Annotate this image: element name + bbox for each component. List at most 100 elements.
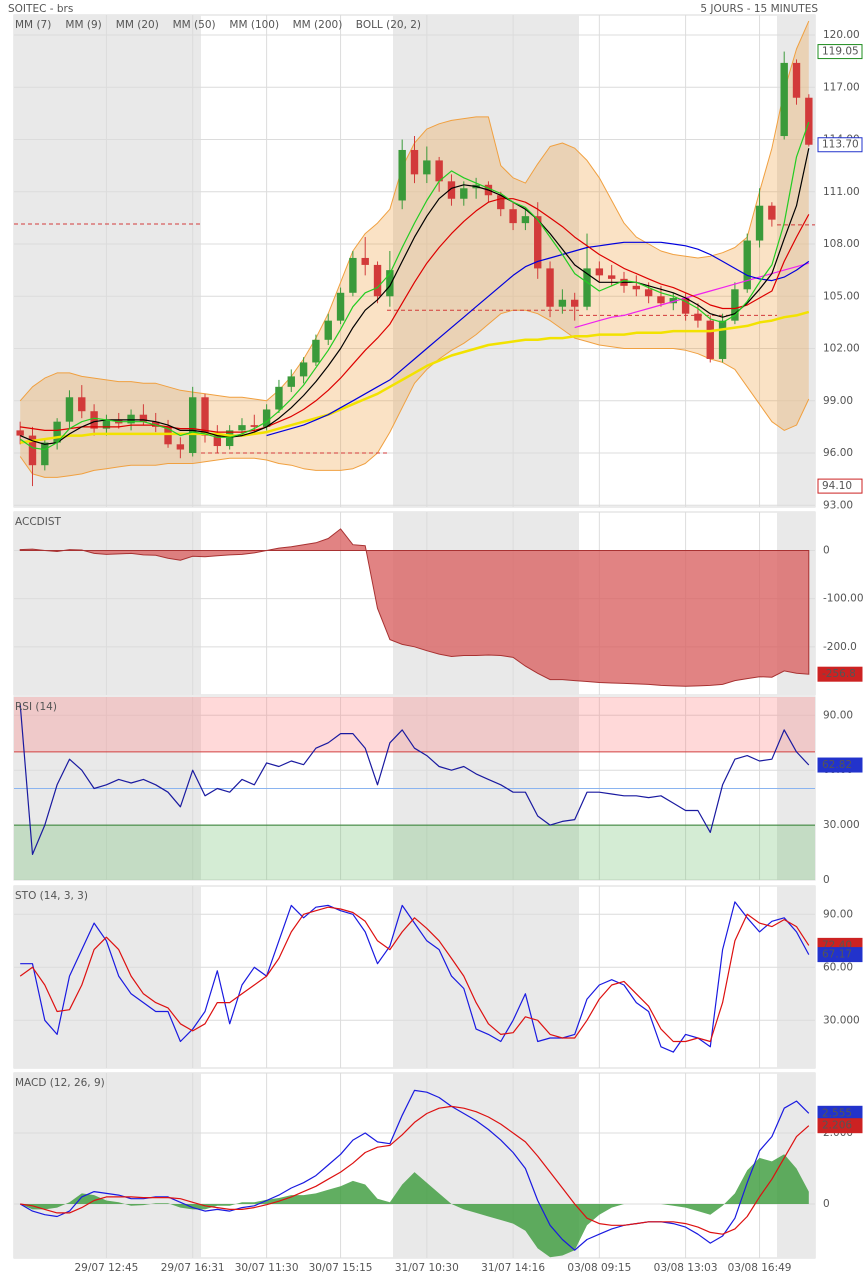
candle-body <box>78 397 86 412</box>
candle-body <box>583 268 591 307</box>
moving-average <box>266 241 810 437</box>
candle-body <box>460 188 468 199</box>
candle-body <box>805 97 813 145</box>
value-marker <box>817 137 863 153</box>
y-tick-label: 108.00 <box>823 238 860 250</box>
y-tick-label: 105.00 <box>823 290 860 302</box>
candle-body <box>731 289 739 321</box>
candle-body <box>102 419 111 429</box>
candle-body <box>287 376 295 387</box>
y-tick-label: -200.0 <box>823 641 857 653</box>
candle-body <box>275 386 283 410</box>
candle-body <box>28 435 37 466</box>
legend-entry: MM (9) <box>65 19 101 31</box>
candle-body <box>16 430 24 436</box>
moving-average <box>574 262 809 329</box>
day-shade <box>393 15 579 507</box>
y-tick-label: 102.00 <box>823 343 860 355</box>
panel-title: RSI (14) <box>15 701 57 713</box>
candle-body <box>755 205 764 241</box>
value-marker <box>817 44 863 60</box>
legend-entry: MM (7) <box>15 19 51 31</box>
candle-body <box>152 421 160 427</box>
candle-body <box>127 414 135 424</box>
day-shade <box>14 1073 201 1258</box>
y-tick-label: 30.000 <box>823 819 860 831</box>
x-tick-label: 30/07 11:30 <box>235 1262 299 1274</box>
bollinger-fill <box>20 21 809 478</box>
candle-body <box>669 298 677 304</box>
moving-average <box>20 310 810 444</box>
candle-body <box>780 62 788 137</box>
candle-body <box>65 397 74 422</box>
y-tick-label: 96.00 <box>823 447 853 459</box>
candle-body <box>201 397 209 436</box>
value-marker-label: 2.555 <box>822 1107 852 1119</box>
y-tick-label: 0 <box>823 545 830 557</box>
candle-body <box>53 421 61 443</box>
candle-body <box>398 149 406 201</box>
x-tick-label: 31/07 10:30 <box>395 1262 459 1274</box>
legend-entry: MM (50) <box>173 19 216 31</box>
macd-line <box>20 1105 810 1235</box>
y-tick-label: 90.00 <box>823 709 853 721</box>
candle-body <box>743 240 751 290</box>
candle-body <box>447 181 456 199</box>
indicator-line <box>19 704 810 855</box>
moving-average <box>19 121 810 451</box>
candle-body <box>546 268 554 307</box>
value-marker-label: 67.17 <box>822 949 852 961</box>
legend-entry: MM (100) <box>229 19 279 31</box>
x-tick-label: 03/08 09:15 <box>567 1262 631 1274</box>
value-marker <box>817 666 863 682</box>
candle-body <box>509 209 517 224</box>
day-shade <box>14 886 201 1068</box>
value-marker-label: 62.82 <box>822 759 852 771</box>
candle-body <box>213 435 222 447</box>
candle-body <box>176 444 185 450</box>
y-tick-label: 120.00 <box>823 29 860 41</box>
y-tick-label: 60.00 <box>823 961 853 973</box>
candle-body <box>497 195 505 210</box>
value-marker-label: 119.05 <box>822 46 859 58</box>
x-tick-label: 03/08 13:03 <box>654 1262 718 1274</box>
candle-body <box>299 362 308 377</box>
y-tick-label: 111.00 <box>823 186 860 198</box>
y-tick-label: 117.00 <box>823 81 860 93</box>
day-shade <box>777 886 815 1068</box>
y-tick-label: 90.00 <box>823 908 853 920</box>
candle-body <box>595 268 604 276</box>
candle-body <box>336 292 345 321</box>
candle-body <box>238 425 246 431</box>
chart-title: SOITEC - brs <box>8 3 73 15</box>
candle-body <box>718 320 727 359</box>
candle-body <box>768 205 776 220</box>
candle-body <box>657 296 665 304</box>
day-shade <box>393 886 579 1068</box>
candle-body <box>435 160 443 182</box>
indicator-line <box>19 906 810 1043</box>
legend-entry: BOLL (20, 2) <box>356 19 421 31</box>
candle-body <box>164 426 172 445</box>
panel-title: STO (14, 3, 3) <box>15 890 88 902</box>
y-tick-label: 93.00 <box>823 499 853 511</box>
y-tick-label: -100.00 <box>823 593 864 605</box>
value-marker-label: -256.8 <box>822 668 856 680</box>
candle-body <box>558 299 567 307</box>
candle-body <box>521 216 530 224</box>
candle-body <box>534 216 542 269</box>
candle-body <box>644 289 653 297</box>
candle-body <box>349 257 357 293</box>
candle-body <box>386 270 394 297</box>
candle-body <box>361 257 369 265</box>
candle-body <box>410 149 419 175</box>
candle-body <box>188 397 197 454</box>
x-tick-label: 29/07 16:31 <box>161 1262 225 1274</box>
x-tick-label: 29/07 12:45 <box>74 1262 138 1274</box>
candle-body <box>373 264 382 297</box>
y-tick-label: 0 <box>823 1198 830 1210</box>
value-marker-label: 94.10 <box>822 480 852 492</box>
candle-body <box>324 320 332 340</box>
candle-body <box>90 411 98 429</box>
